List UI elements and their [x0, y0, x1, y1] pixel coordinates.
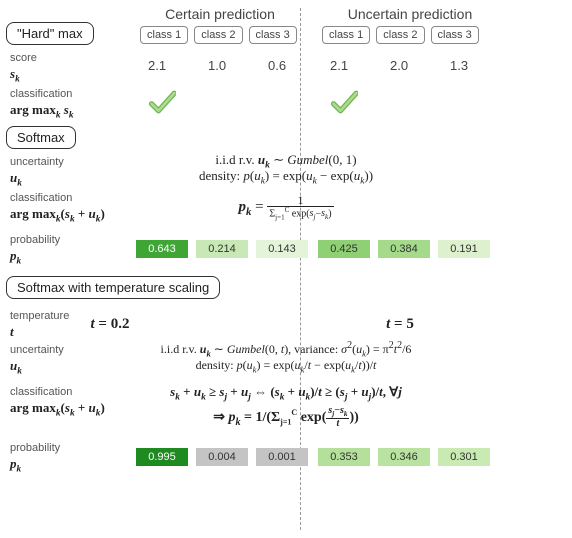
score-val: 2.1	[330, 58, 348, 73]
label-prob-text: probability	[10, 234, 60, 246]
formula-temp-ineq: sk + uk ≥ sj + uj ⇔ (sk + uk)/t ≥ (sj + …	[0, 384, 572, 403]
label-classification-hard: classification arg maxk sk	[10, 88, 130, 122]
class-box: class 3	[249, 26, 297, 44]
prob-box: 0.643	[136, 240, 188, 258]
figure-root: Certain prediction Uncertain prediction …	[0, 0, 572, 538]
header-certain: Certain prediction	[150, 6, 290, 22]
header-uncertain: Uncertain prediction	[330, 6, 490, 22]
class-box: class 3	[431, 26, 479, 44]
prob-box: 0.004	[196, 448, 248, 466]
label-probability-softmax: probability pk	[10, 234, 130, 268]
section-hardmax: "Hard" max	[6, 22, 94, 45]
prob-box: 0.214	[196, 240, 248, 258]
class-box: class 1	[322, 26, 370, 44]
label-probability-temp: probability pk	[10, 442, 130, 476]
prob-box: 0.301	[438, 448, 490, 466]
score-val: 0.6	[268, 58, 286, 73]
prob-box: 0.346	[378, 448, 430, 466]
class-boxes-left: class 1 class 2 class 3	[140, 26, 297, 44]
label-score: score sk	[10, 52, 130, 86]
prob-box: 0.384	[378, 240, 430, 258]
label-classif-text: classification	[10, 88, 72, 100]
label-score-text: score	[10, 52, 37, 64]
class-box: class 2	[194, 26, 242, 44]
check-icon	[148, 88, 176, 116]
score-val: 1.3	[450, 58, 468, 73]
score-val: 1.0	[208, 58, 226, 73]
formula-temp-pk: ⇒ pk = 1/(Σj=1C exp( sj−sk t ))	[0, 406, 572, 429]
section-softmax: Softmax	[6, 126, 76, 149]
score-val: 2.0	[390, 58, 408, 73]
prob-box: 0.191	[438, 240, 490, 258]
temp-val-right: t = 5	[250, 316, 550, 333]
prob-box: 0.995	[136, 448, 188, 466]
formula-gumbel0t: i.i.d r.v. uk ∼ Gumbel(0, t), variance: …	[0, 340, 572, 358]
formula-density0t: density: p(uk) = exp(uk/t − exp(uk/t))/t	[0, 358, 572, 374]
label-prob-text2: probability	[10, 442, 60, 454]
prob-box: 0.353	[318, 448, 370, 466]
prob-box: 0.143	[256, 240, 308, 258]
section-softmax-temp: Softmax with temperature scaling	[6, 276, 220, 299]
class-box: class 2	[376, 26, 424, 44]
class-box: class 1	[140, 26, 188, 44]
formula-density01: density: p(uk) = exp(uk − exp(uk))	[0, 168, 572, 187]
formula-pk-softmax: pk = 1 Σj=1C exp(sj−sk)	[0, 194, 572, 222]
prob-box: 0.425	[318, 240, 370, 258]
class-boxes-right: class 1 class 2 class 3	[322, 26, 479, 44]
score-val: 2.1	[148, 58, 166, 73]
check-icon	[330, 88, 358, 116]
prob-box: 0.001	[256, 448, 308, 466]
